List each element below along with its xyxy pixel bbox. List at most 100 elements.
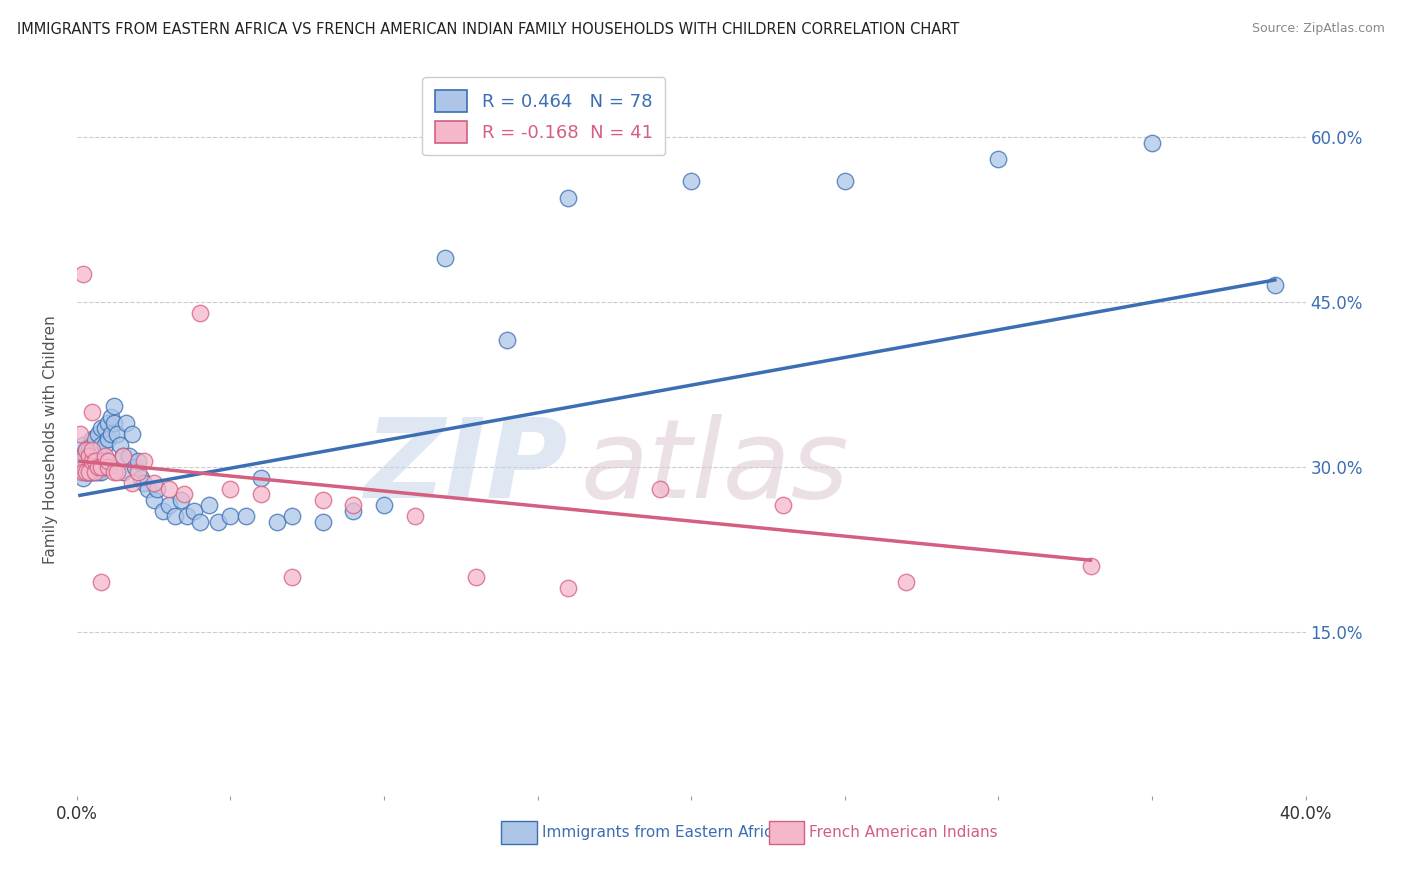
Point [142,476,165,491]
Point [75,443,97,458]
Point [1080,558,1102,573]
Point [235,509,257,524]
Point [896,575,918,590]
Point [134,454,156,468]
Point [173,487,195,501]
Point [82,443,104,458]
Point [97,454,120,468]
Point [121,426,143,441]
Point [93,459,115,474]
Point [1140,136,1163,150]
Point [170,492,193,507]
Point [105,426,128,441]
Point [136,482,159,496]
Point [87,443,110,458]
Point [82,454,104,468]
Point [557,190,579,204]
Point [157,482,180,496]
Point [266,515,288,529]
Point [165,509,187,524]
Point [93,438,115,452]
Point [75,465,97,479]
Point [557,581,579,595]
Point [198,498,221,512]
Point [77,449,100,463]
Point [465,569,488,583]
Point [118,449,141,463]
Point [87,459,110,474]
Point [115,416,138,430]
Point [219,482,242,496]
Point [82,449,104,463]
Point [219,509,242,524]
Point [75,465,97,479]
Text: atlas: atlas [581,415,849,521]
Text: Immigrants from Eastern Africa: Immigrants from Eastern Africa [543,824,782,839]
Point [157,498,180,512]
Point [100,410,122,425]
Point [434,251,457,265]
Point [103,400,125,414]
Point [84,465,107,479]
Point [82,454,104,468]
Point [342,498,364,512]
Point [111,449,134,463]
Point [87,426,110,441]
Point [188,515,211,529]
Point [100,426,122,441]
Point [90,465,112,479]
Point [93,449,115,463]
Point [84,454,107,468]
Point [183,504,205,518]
Point [97,454,120,468]
Point [127,454,149,468]
Point [75,465,97,479]
Point [207,515,229,529]
Point [281,509,304,524]
Point [105,465,128,479]
Point [87,465,110,479]
Point [142,492,165,507]
Point [111,449,134,463]
Point [127,465,149,479]
Point [103,416,125,430]
Point [311,492,333,507]
Point [111,465,134,479]
Point [373,498,395,512]
Text: ZIP: ZIP [364,415,568,521]
Point [77,465,100,479]
Point [84,465,107,479]
Point [90,454,112,468]
Point [72,465,94,479]
Point [250,487,273,501]
Point [69,426,91,441]
Point [90,459,112,474]
Point [496,334,519,348]
Point [90,421,112,435]
Point [72,268,94,282]
Point [834,174,856,188]
Legend: R = 0.464   N = 78, R = -0.168  N = 41: R = 0.464 N = 78, R = -0.168 N = 41 [422,77,665,155]
Point [145,482,167,496]
Point [77,449,100,463]
Point [84,449,107,463]
Text: Source: ZipAtlas.com: Source: ZipAtlas.com [1251,22,1385,36]
Point [97,416,120,430]
Point [650,482,672,496]
Point [311,515,333,529]
Point [772,498,794,512]
Point [681,174,703,188]
Point [82,465,104,479]
Point [121,476,143,491]
Point [987,152,1010,166]
Point [72,438,94,452]
Point [77,465,100,479]
Point [90,575,112,590]
Point [82,465,104,479]
Point [1264,278,1286,293]
Point [342,504,364,518]
Point [69,465,91,479]
Point [84,432,107,446]
Point [72,471,94,485]
Point [75,443,97,458]
